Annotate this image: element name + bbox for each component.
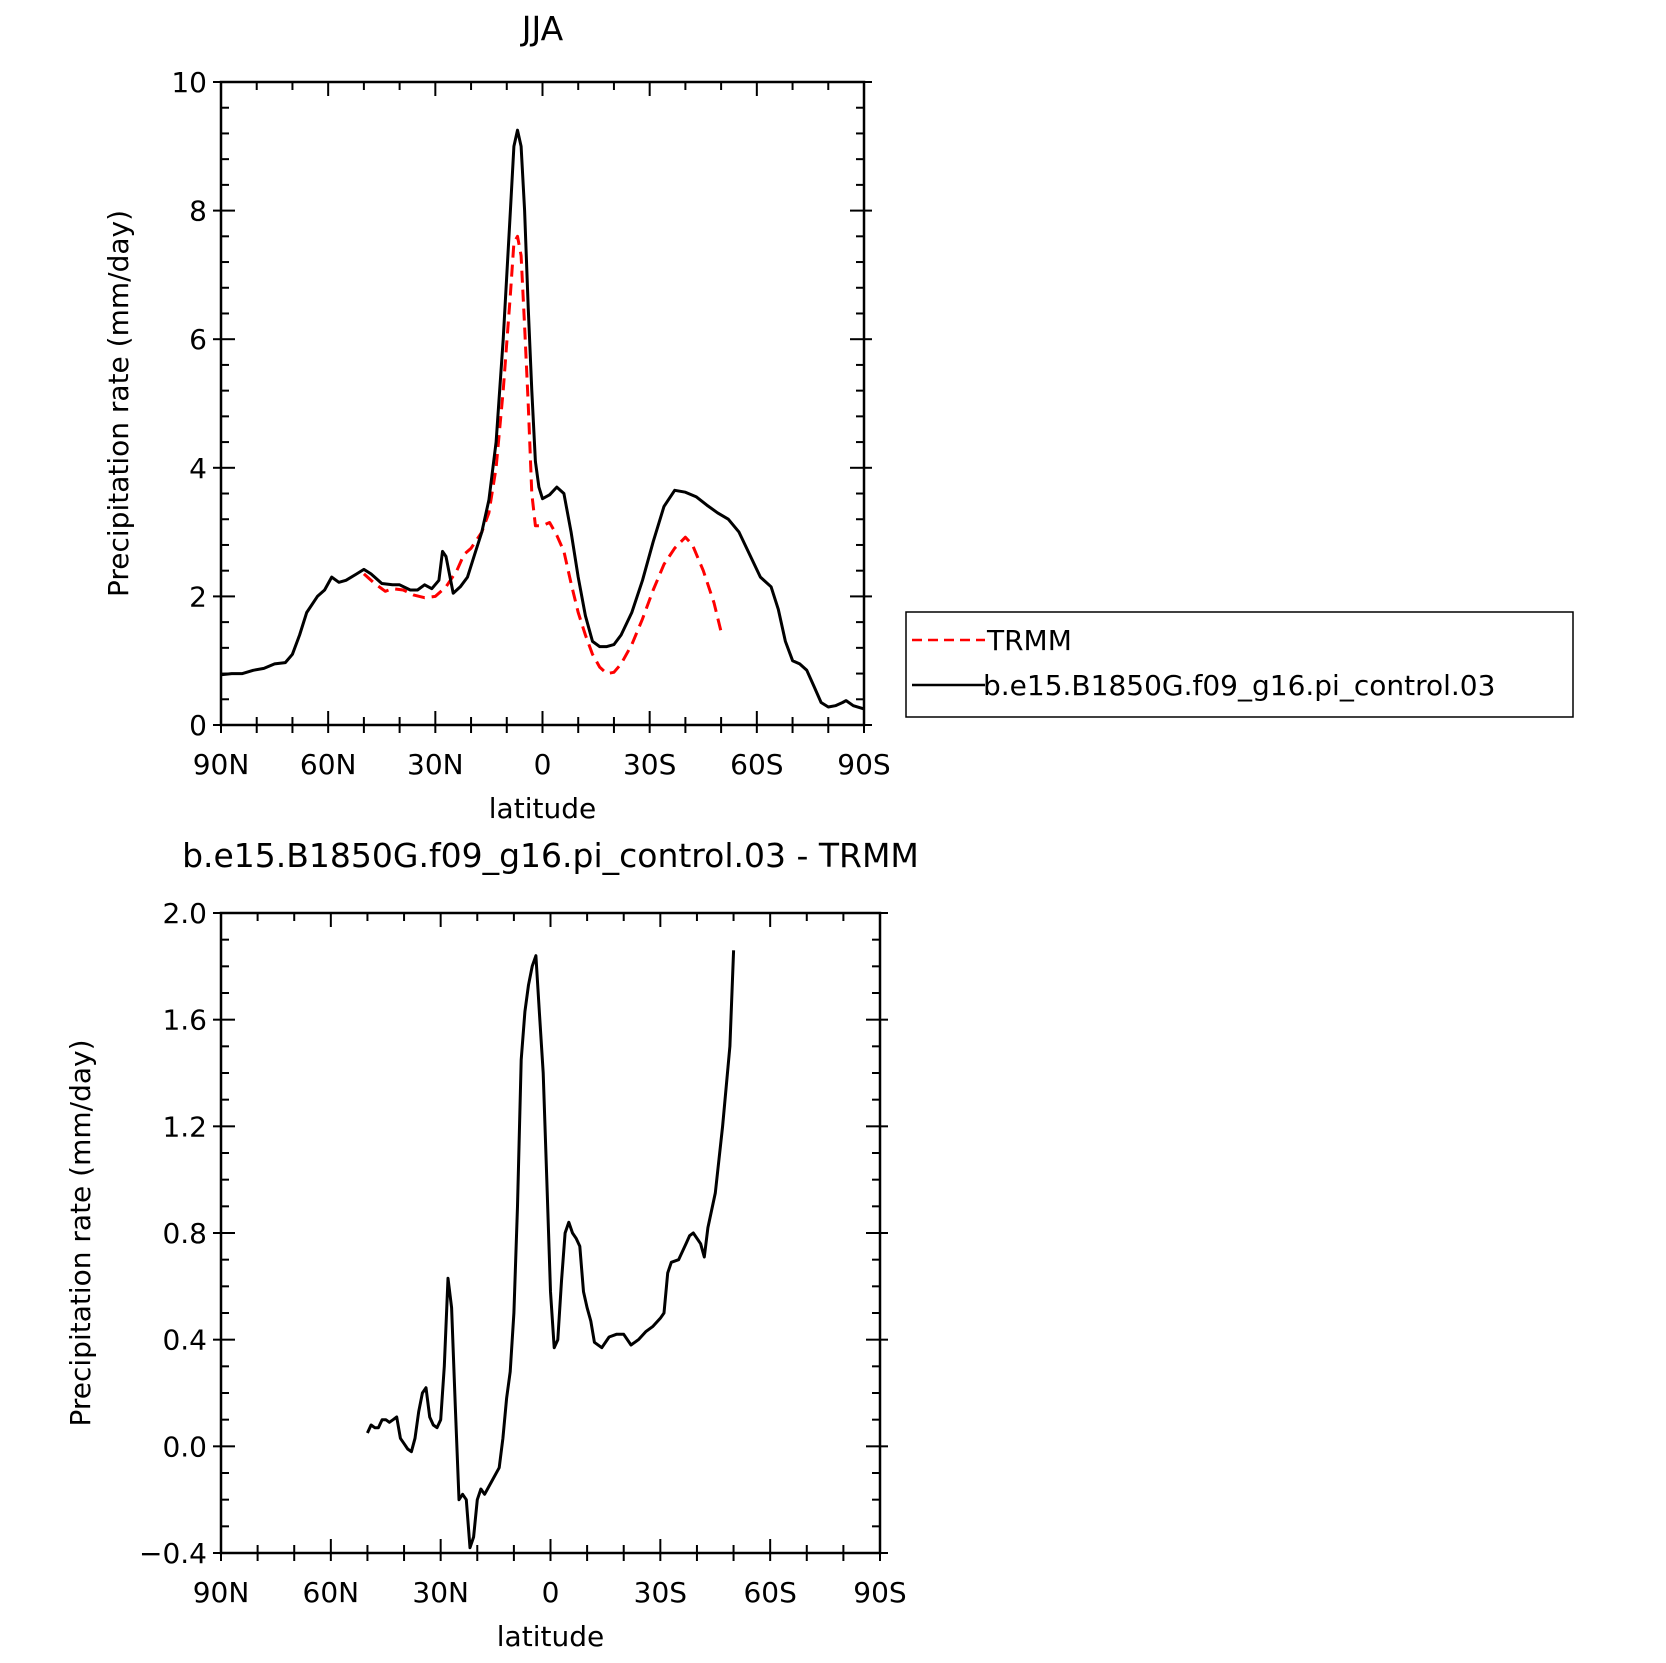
plot-frame <box>219 911 882 1555</box>
y-tick-label: −0.4 <box>139 1537 207 1570</box>
legend-entry-trmm: TRMM <box>986 624 1072 657</box>
chart-title: JJA <box>520 9 564 48</box>
x-tick-label: 0 <box>534 748 552 781</box>
series-line-0 <box>366 950 736 1550</box>
tick-labels: 90N 60N 30N 0 30S 60S 90S −0.4 0.0 0.4 0.8 1.2 1.6 2.… <box>139 897 907 1609</box>
series-line-0 <box>362 234 723 676</box>
y-tick-label: 2.0 <box>162 897 207 930</box>
y-axis-title: Precipitation rate (mm/day) <box>102 210 135 597</box>
x-tick-label: 30N <box>407 748 464 781</box>
axis-ticks <box>213 81 872 733</box>
chart-title: b.e15.B1850G.f09_g16.pi_control.03 - TRM… <box>182 836 919 875</box>
tick-labels: 90N 60N 30N 0 30S 60S 90S 0 2 4 6 8 10 <box>171 66 890 781</box>
x-tick-label: 60N <box>300 748 357 781</box>
x-tick-label: 60N <box>303 1576 360 1609</box>
legend: TRMM b.e15.B1850G.f09_g16.pi_control.03 <box>905 611 1574 718</box>
x-tick-label: 30N <box>412 1576 469 1609</box>
x-tick-label: 90N <box>193 748 250 781</box>
y-tick-label: 0.0 <box>162 1430 207 1463</box>
series-line-1 <box>220 128 865 711</box>
panel-top: JJA latitude Precipitation rate (mm/day)… <box>102 9 891 825</box>
y-tick-label: 6 <box>189 323 207 356</box>
y-tick-label: 8 <box>189 195 207 228</box>
y-tick-label: 2 <box>189 580 207 613</box>
y-tick-label: 0.4 <box>162 1324 207 1357</box>
x-tick-label: 90N <box>193 1576 250 1609</box>
x-tick-label: 0 <box>542 1576 560 1609</box>
legend-box <box>905 611 1574 718</box>
axis-ticks <box>213 912 888 1561</box>
y-axis-title: Precipitation rate (mm/day) <box>64 1039 97 1426</box>
y-tick-label: 0 <box>189 709 207 742</box>
panel-bottom: b.e15.B1850G.f09_g16.pi_control.03 - TRM… <box>64 836 919 1653</box>
x-tick-label: 90S <box>853 1576 906 1609</box>
legend-entry-model: b.e15.B1850G.f09_g16.pi_control.03 <box>983 669 1495 702</box>
series-group <box>220 128 865 711</box>
y-tick-label: 1.2 <box>162 1110 207 1143</box>
y-tick-label: 1.6 <box>162 1004 207 1037</box>
plot-frame <box>219 80 866 727</box>
x-axis-title: latitude <box>489 792 596 825</box>
x-tick-label: 30S <box>623 748 676 781</box>
x-tick-label: 90S <box>837 748 890 781</box>
x-tick-label: 60S <box>743 1576 796 1609</box>
series-group <box>366 950 736 1550</box>
y-tick-label: 4 <box>189 452 207 485</box>
x-tick-label: 30S <box>634 1576 687 1609</box>
y-tick-label: 10 <box>171 66 207 99</box>
x-tick-label: 60S <box>730 748 783 781</box>
x-axis-title: latitude <box>497 1620 604 1653</box>
y-tick-label: 0.8 <box>162 1217 207 1250</box>
